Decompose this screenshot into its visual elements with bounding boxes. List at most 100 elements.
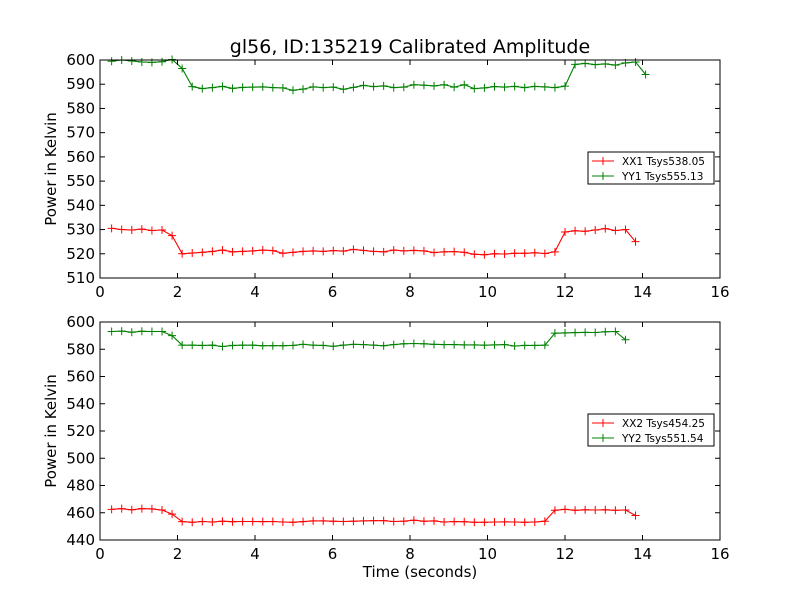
data-point (278, 83, 287, 92)
y-tick-label: 570 (66, 124, 95, 142)
data-point (500, 340, 509, 349)
data-point (178, 341, 187, 350)
legend-box (587, 151, 715, 185)
data-point (561, 227, 569, 236)
y-tick-label: 480 (66, 477, 95, 495)
data-point (158, 506, 166, 515)
y-tick-label: 560 (66, 148, 95, 166)
series-yy-plot1 (107, 55, 650, 95)
data-point (127, 226, 136, 235)
data-point (339, 85, 348, 94)
y-tick-label: 520 (66, 245, 95, 263)
data-point (460, 340, 469, 349)
data-point (530, 341, 539, 350)
data-point (258, 82, 267, 91)
data-point (430, 516, 439, 525)
data-point (339, 341, 348, 350)
data-point (268, 83, 277, 92)
data-point (117, 327, 126, 336)
top-subplot: 0 2 4 6 8 10 12 14 16 510 520 530 540 550 560 570 580 590… (42, 51, 730, 301)
data-point (540, 341, 549, 350)
y-tick-label: 530 (66, 221, 95, 239)
data-point (510, 82, 519, 91)
data-point (440, 518, 449, 527)
legend-label: XX1 Tsys538.05 (622, 156, 705, 168)
data-point (208, 518, 217, 527)
series-xx-plot2 (107, 504, 640, 527)
data-point (238, 517, 247, 526)
data-point (561, 82, 569, 91)
data-point (389, 340, 398, 349)
data-point (127, 505, 136, 514)
data-point (107, 57, 116, 66)
y-tick-label: 440 (66, 531, 95, 549)
y-axis-label: Power in Kelvin (42, 374, 60, 488)
x-tick-label: 8 (405, 545, 415, 563)
data-point (430, 81, 439, 90)
data-point (248, 246, 257, 255)
data-point (218, 342, 227, 351)
data-point (178, 249, 187, 258)
data-point (218, 82, 227, 91)
data-point (198, 248, 207, 257)
data-point (168, 231, 177, 240)
data-point (117, 504, 126, 513)
data-point (581, 59, 590, 68)
data-point (127, 328, 136, 337)
data-point (389, 246, 398, 255)
data-point (601, 224, 610, 233)
data-point (510, 341, 519, 350)
data-point (188, 249, 197, 258)
data-point (500, 517, 509, 526)
data-point (127, 56, 136, 65)
data-point (430, 340, 439, 349)
data-point (158, 57, 166, 66)
data-point (450, 517, 459, 526)
data-point (389, 83, 398, 92)
data-point (540, 517, 549, 526)
data-point (379, 341, 388, 350)
y-tick-label: 500 (66, 449, 95, 467)
data-point (309, 341, 318, 350)
data-point (248, 341, 257, 350)
data-point (520, 83, 529, 92)
data-point (440, 340, 449, 349)
data-point (309, 246, 318, 255)
data-point (490, 249, 499, 258)
y-tick-label: 590 (66, 75, 95, 93)
data-point (530, 82, 539, 91)
data-point (208, 247, 217, 256)
data-point (601, 505, 610, 514)
data-point (419, 517, 428, 526)
data-point (218, 246, 227, 255)
data-point (460, 248, 469, 257)
legend-marker (599, 419, 607, 427)
data-point (510, 249, 519, 258)
data-point (319, 83, 328, 92)
data-point (379, 247, 388, 256)
data-point (359, 246, 368, 255)
data-point (470, 518, 479, 527)
y-tick-label: 540 (66, 395, 95, 413)
data-point (490, 340, 499, 349)
data-point (288, 341, 297, 350)
data-point (581, 328, 590, 337)
data-point (288, 86, 297, 95)
data-point (349, 517, 358, 526)
data-point (389, 517, 398, 526)
data-point (208, 83, 217, 92)
data-point (540, 249, 549, 258)
data-point (621, 335, 630, 344)
data-point (440, 80, 449, 89)
data-point (299, 517, 308, 526)
x-tick-label: 0 (95, 545, 105, 563)
data-point (581, 227, 590, 236)
data-point (571, 60, 580, 69)
data-point (137, 57, 146, 66)
legend-label: XX2 Tsys454.25 (622, 418, 705, 430)
data-point (399, 517, 408, 526)
data-point (107, 224, 116, 233)
data-point (571, 328, 580, 337)
data-point (631, 237, 640, 246)
data-point (591, 226, 600, 235)
